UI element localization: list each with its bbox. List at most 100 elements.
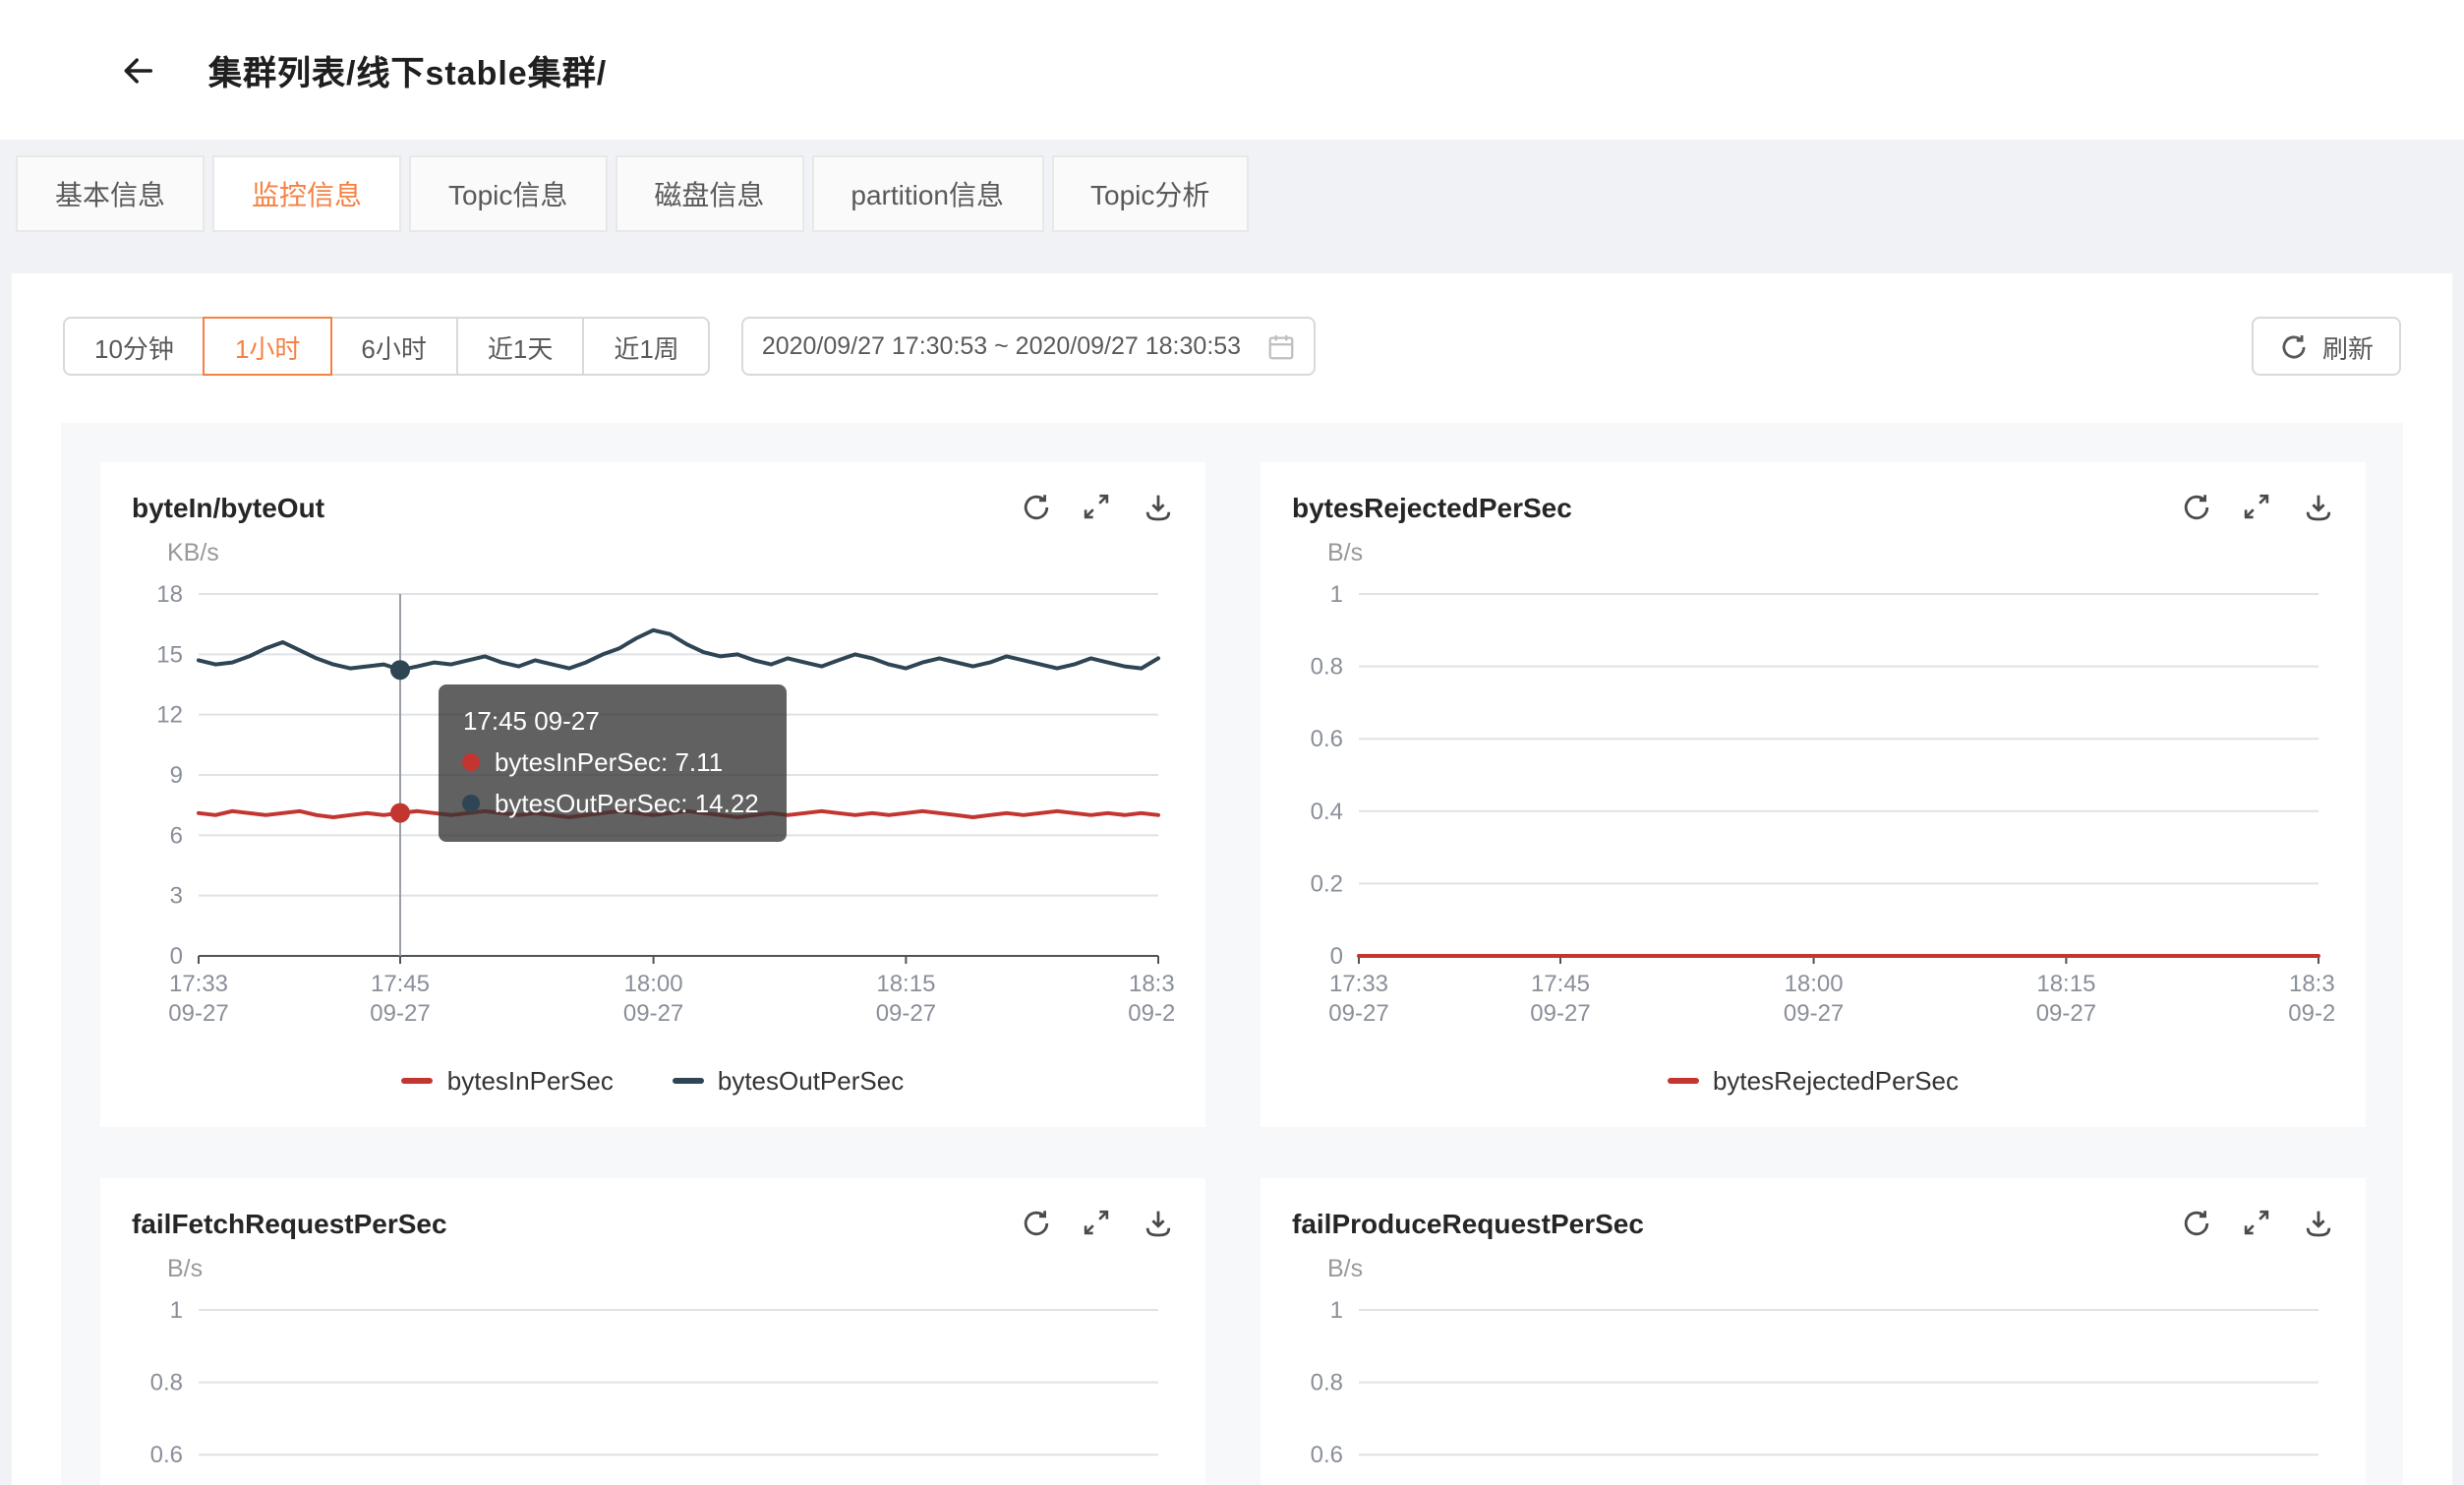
svg-text:18:30: 18:30 (2289, 971, 2334, 997)
svg-text:0.8: 0.8 (1311, 654, 1343, 681)
chart-refresh-icon[interactable] (2179, 1206, 2212, 1239)
svg-text:9: 9 (170, 762, 183, 789)
monitor-toolbar: 10分钟 1小时 6小时 近1天 近1周 2020/09/27 17:30:53… (12, 273, 2452, 423)
chart-legend: bytesInPerSec bytesOutPerSec (132, 1056, 1174, 1103)
legend-label: bytesOutPerSec (717, 1065, 905, 1095)
svg-text:09-27: 09-27 (1128, 1000, 1174, 1027)
svg-text:1: 1 (1330, 1297, 1343, 1324)
chart-plot: 00.20.40.60.8117:3309-2717:4509-2718:000… (132, 1290, 1174, 1485)
chart-expand-icon[interactable] (2240, 1206, 2273, 1239)
page-header: 集群列表/线下stable集群/ (0, 0, 2464, 140)
arrow-left-icon (124, 57, 153, 83)
calendar-icon (1269, 333, 1295, 359)
chart-toolbar (1019, 1206, 1174, 1239)
chart-toolbar (2179, 1206, 2334, 1239)
chart-title: failProduceRequestPerSec (1292, 1207, 1644, 1238)
range-1week-button[interactable]: 近1周 (582, 317, 711, 376)
svg-text:18:30: 18:30 (1129, 971, 1174, 997)
svg-text:3: 3 (170, 883, 183, 910)
charts-area: byteIn/byteOut KB/s 0 3 6 9 12 15 18 17:33 09-27… (61, 423, 2403, 1485)
range-1hour-button[interactable]: 1小时 (203, 317, 332, 376)
chart-title: bytesRejectedPerSec (1292, 491, 1572, 522)
svg-text:0: 0 (170, 943, 183, 970)
chart-y-unit: B/s (1327, 539, 1364, 566)
svg-text:0.4: 0.4 (1311, 799, 1343, 825)
back-button[interactable] (114, 46, 161, 93)
svg-text:0.6: 0.6 (1311, 1442, 1343, 1468)
tab-partition-info[interactable]: partition信息 (811, 155, 1043, 232)
chart-canvas: 0 3 6 9 12 15 18 17:33 09-27 17:45 09-27 18:00 09-27… (156, 581, 1188, 1027)
chart-card-bytein-byteout: byteIn/byteOut KB/s 0 3 6 9 12 15 18 17:33 09-27… (100, 462, 1205, 1127)
range-1day-button[interactable]: 近1天 (455, 317, 585, 376)
chart-plot: 00.20.40.60.8117:3309-2717:4509-2718:000… (1292, 1290, 2334, 1485)
svg-text:09-27: 09-27 (623, 1000, 683, 1027)
chart-canvas: 00.20.40.60.8117:3309-2717:4509-2718:000… (1311, 581, 2349, 1027)
chart-title: failFetchRequestPerSec (132, 1207, 447, 1238)
legend-item[interactable]: bytesOutPerSec (672, 1065, 905, 1095)
svg-text:1: 1 (170, 1297, 183, 1324)
svg-text:09-27: 09-27 (2288, 1000, 2334, 1027)
svg-text:18:15: 18:15 (876, 971, 935, 997)
chart-refresh-icon[interactable] (1019, 490, 1052, 523)
svg-text:17:33: 17:33 (169, 971, 228, 997)
chart-expand-icon[interactable] (1080, 490, 1113, 523)
chart-y-unit: KB/s (167, 539, 219, 566)
time-range-group: 10分钟 1小时 6小时 近1天 近1周 (63, 317, 711, 376)
svg-text:0.6: 0.6 (150, 1442, 183, 1468)
chart-refresh-icon[interactable] (2179, 490, 2212, 523)
range-6hour-button[interactable]: 6小时 (329, 317, 458, 376)
chart-legend: bytesRejectedPerSec (1292, 1056, 2334, 1103)
svg-text:17:45: 17:45 (371, 971, 430, 997)
svg-text:17:33: 17:33 (1329, 971, 1388, 997)
main-panel: 10分钟 1小时 6小时 近1天 近1周 2020/09/27 17:30:53… (12, 273, 2452, 1485)
svg-text:09-27: 09-27 (876, 1000, 936, 1027)
chart-card-fail-produce: failProduceRequestPerSec B/s 00.20.40.60… (1261, 1178, 2366, 1485)
chart-refresh-icon[interactable] (1019, 1206, 1052, 1239)
svg-text:0.6: 0.6 (1311, 726, 1343, 752)
legend-label: bytesInPerSec (446, 1065, 614, 1095)
charts-grid: byteIn/byteOut KB/s 0 3 6 9 12 15 18 17:33 09-27… (100, 462, 2366, 1485)
svg-text:0.8: 0.8 (150, 1370, 183, 1396)
tab-topic-info[interactable]: Topic信息 (409, 155, 608, 232)
svg-text:0: 0 (1330, 943, 1343, 970)
chart-download-icon[interactable] (2301, 1206, 2334, 1239)
chart-expand-icon[interactable] (1080, 1206, 1113, 1239)
legend-line-icon (672, 1077, 704, 1083)
legend-label: bytesRejectedPerSec (1712, 1065, 1959, 1095)
svg-text:15: 15 (156, 641, 183, 668)
svg-text:6: 6 (170, 822, 183, 849)
chart-download-icon[interactable] (2301, 490, 2334, 523)
chart-toolbar (1019, 490, 1174, 523)
svg-text:18:00: 18:00 (1785, 971, 1844, 997)
refresh-button[interactable]: 刷新 (2251, 317, 2401, 376)
svg-text:09-27: 09-27 (1328, 1000, 1388, 1027)
chart-y-unit: B/s (167, 1255, 204, 1282)
tab-basic-info[interactable]: 基本信息 (16, 155, 205, 232)
tab-disk-info[interactable]: 磁盘信息 (615, 155, 804, 232)
chart-plot: 0 3 6 9 12 15 18 17:33 09-27 17:45 09-27 18:00 09-27… (132, 574, 1188, 1056)
tab-topic-analysis[interactable]: Topic分析 (1051, 155, 1250, 232)
range-10min-button[interactable]: 10分钟 (63, 317, 205, 376)
date-range-picker[interactable]: 2020/09/27 17:30:53 ~ 2020/09/27 18:30:5… (741, 317, 1317, 376)
legend-line-icon (401, 1077, 434, 1083)
svg-text:17:45: 17:45 (1531, 971, 1590, 997)
tab-monitor-info[interactable]: 监控信息 (212, 155, 401, 232)
chart-card-fail-fetch: failFetchRequestPerSec B/s 00.20.40.60.8… (100, 1178, 1205, 1485)
chart-canvas: 00.20.40.60.8117:3309-2717:4509-2718:000… (1311, 1297, 2318, 1468)
legend-item[interactable]: bytesInPerSec (401, 1065, 614, 1095)
legend-item[interactable]: bytesRejectedPerSec (1667, 1065, 1959, 1095)
chart-canvas: 00.20.40.60.8117:3309-2717:4509-2718:000… (150, 1297, 1158, 1468)
date-range-value: 2020/09/27 17:30:53 ~ 2020/09/27 18:30:5… (761, 332, 1242, 360)
svg-text:18:15: 18:15 (2036, 971, 2095, 997)
chart-download-icon[interactable] (1141, 490, 1174, 523)
refresh-label: 刷新 (2321, 333, 2374, 363)
svg-text:09-27: 09-27 (370, 1000, 430, 1027)
chart-expand-icon[interactable] (2240, 490, 2273, 523)
svg-text:12: 12 (156, 702, 183, 729)
chart-toolbar (2179, 490, 2334, 523)
chart-y-unit: B/s (1327, 1255, 1364, 1282)
chart-download-icon[interactable] (1141, 1206, 1174, 1239)
svg-text:18: 18 (156, 581, 183, 608)
